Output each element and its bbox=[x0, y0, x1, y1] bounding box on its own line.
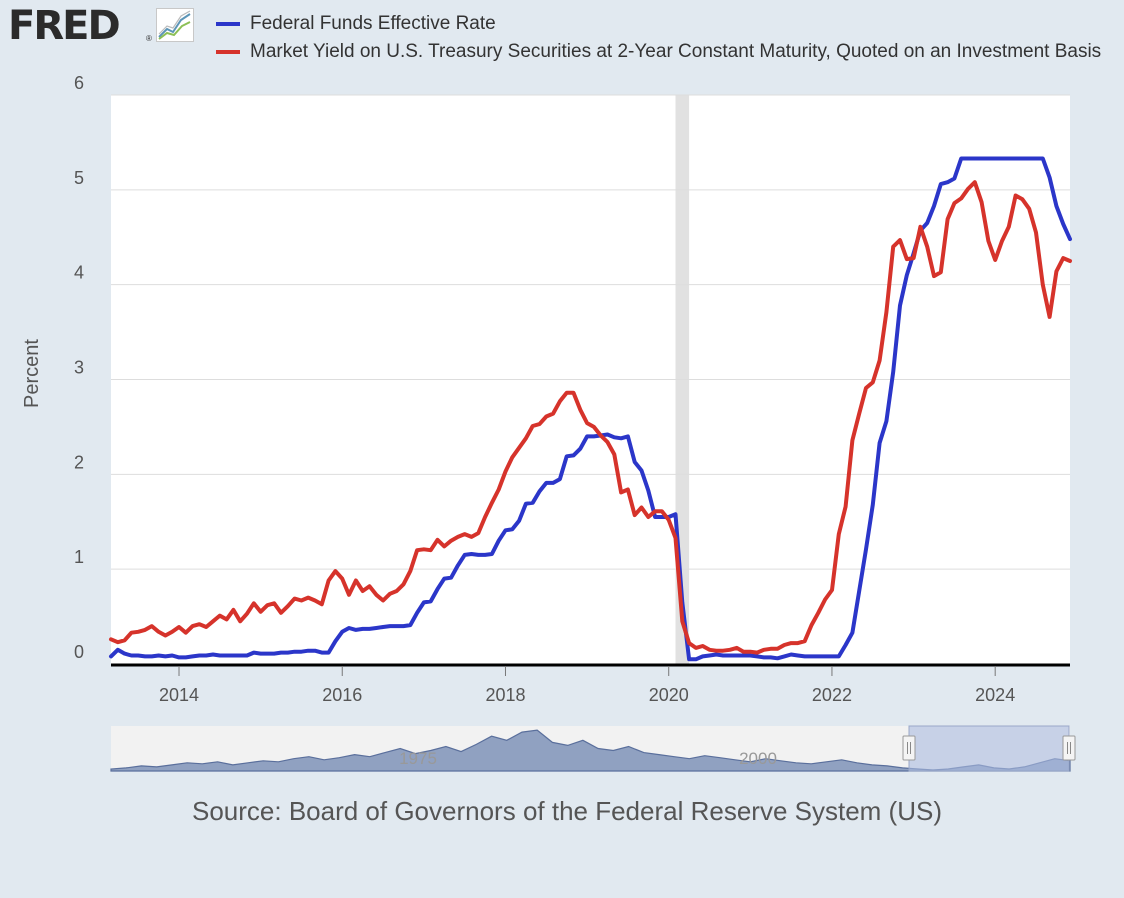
y-tick-label: 4 bbox=[74, 263, 84, 283]
y-tick-label: 2 bbox=[74, 452, 84, 472]
legend-item-federal-funds[interactable]: Federal Funds Effective Rate bbox=[216, 12, 496, 36]
y-axis-label: Percent bbox=[21, 339, 43, 408]
source-caption: Source: Board of Governors of the Federa… bbox=[192, 796, 942, 826]
legend-swatch-red bbox=[216, 50, 240, 54]
chart-line-icon bbox=[156, 8, 194, 42]
legend-label: Market Yield on U.S. Treasury Securities… bbox=[250, 41, 1102, 62]
x-tick-label: 2024 bbox=[975, 685, 1015, 705]
y-tick-label: 0 bbox=[74, 642, 84, 662]
series-line-federal-funds[interactable] bbox=[109, 156, 1072, 662]
legend-item-treasury-2yr[interactable]: Market Yield on U.S. Treasury Securities… bbox=[216, 40, 1101, 64]
y-tick-label: 1 bbox=[74, 547, 84, 567]
x-tick-label: 2022 bbox=[812, 685, 852, 705]
line-chart: Percent 2014 2016 2018 2020 2022 2024 0 1 2 3 4 5 6 bbox=[21, 73, 1072, 705]
x-tick-label: 2018 bbox=[485, 685, 525, 705]
y-tick-label: 5 bbox=[74, 168, 84, 188]
navigator-label: 2000 bbox=[739, 749, 777, 768]
y-tick-label: 3 bbox=[74, 358, 84, 378]
x-tick-label: 2014 bbox=[159, 685, 199, 705]
navigator-label: 1975 bbox=[399, 749, 437, 768]
navigator-handle-right[interactable] bbox=[1062, 735, 1076, 761]
navigator-handle-left[interactable] bbox=[902, 735, 916, 761]
legend-swatch-blue bbox=[216, 22, 240, 26]
legend: Federal Funds Effective Rate Market Yiel… bbox=[216, 10, 1104, 66]
range-navigator[interactable]: 1975 2000 bbox=[0, 720, 1124, 800]
fred-logo[interactable]: FRED bbox=[8, 3, 121, 49]
legend-label: Federal Funds Effective Rate bbox=[250, 13, 496, 34]
navigator-selection[interactable] bbox=[908, 725, 1070, 772]
fred-logo-registered-mark: ® bbox=[146, 34, 152, 43]
y-tick-label: 6 bbox=[74, 73, 84, 93]
x-tick-label: 2016 bbox=[322, 685, 362, 705]
x-tick-label: 2020 bbox=[649, 685, 689, 705]
series-line-treasury-2yr[interactable] bbox=[109, 180, 1072, 655]
